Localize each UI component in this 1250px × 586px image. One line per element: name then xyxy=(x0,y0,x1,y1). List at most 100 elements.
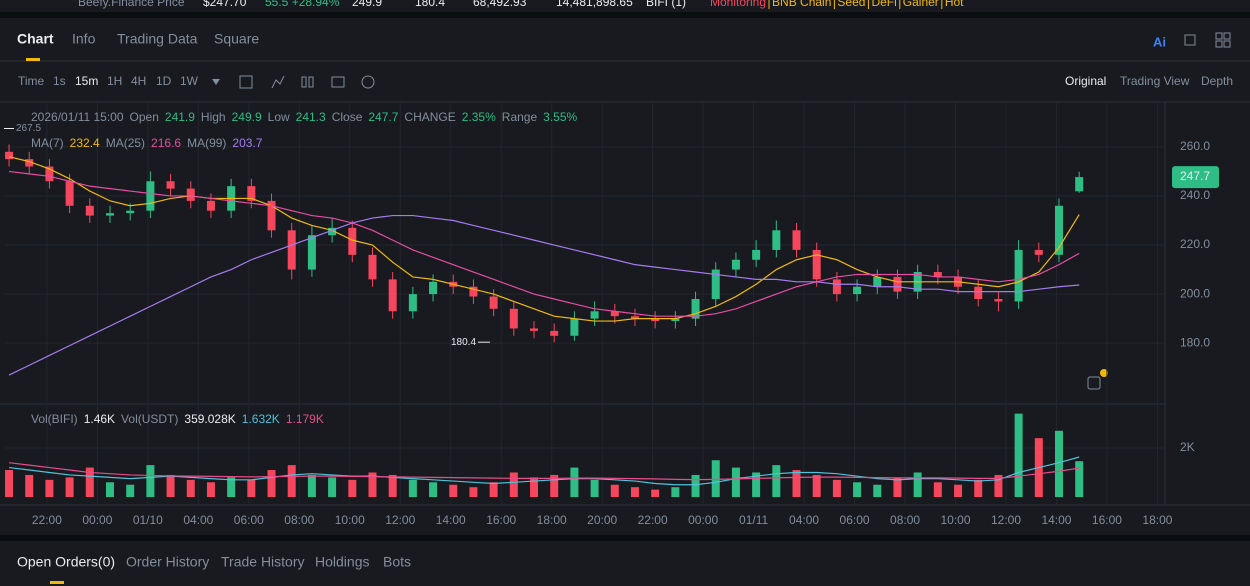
interval[interactable]: 15m xyxy=(75,74,98,88)
interval[interactable]: 1H xyxy=(107,74,122,88)
candle-body xyxy=(671,318,680,322)
interval[interactable]: 1D xyxy=(156,74,172,88)
volume-bar xyxy=(429,482,438,497)
ticker-tag[interactable]: BNB Chain xyxy=(772,0,831,9)
x-tick-label: 10:00 xyxy=(940,513,970,527)
legend-value: 241.3 xyxy=(296,110,326,124)
volume-bar xyxy=(853,482,862,497)
candle-body xyxy=(206,200,215,211)
view-option[interactable]: Original xyxy=(1065,74,1106,88)
candle-icon[interactable] xyxy=(308,76,314,88)
candle-body xyxy=(368,254,377,280)
candle-body xyxy=(772,230,781,250)
candle-body xyxy=(105,213,114,216)
expand-icon[interactable] xyxy=(1184,34,1196,46)
y-tick-label: 200.0 xyxy=(1180,286,1210,300)
settings-icon[interactable] xyxy=(331,76,345,88)
x-tick-label: 14:00 xyxy=(436,513,466,527)
layout-icon[interactable] xyxy=(1223,32,1231,40)
calendar-icon[interactable] xyxy=(239,75,253,89)
ticker-low: 180.4 xyxy=(415,0,445,9)
volume-bar xyxy=(287,465,296,497)
ticker-vol: 14,481,898.65 xyxy=(556,0,633,9)
candle-icon[interactable] xyxy=(301,76,307,88)
ticker-tag[interactable]: DeFi xyxy=(871,0,896,9)
x-tick-label: 01/10 xyxy=(133,513,163,527)
orders-tab[interactable]: Holdings xyxy=(315,554,369,570)
orders-tab[interactable]: Open Orders(0) xyxy=(17,554,115,570)
candle-body xyxy=(893,276,902,292)
volume-bar xyxy=(873,484,882,497)
interval[interactable]: 1s xyxy=(53,74,66,88)
tab[interactable]: Trading Data xyxy=(117,31,198,47)
legend-label: Vol(BIFI) xyxy=(31,412,78,426)
x-tick-label: 22:00 xyxy=(32,513,62,527)
candle-body xyxy=(853,286,862,295)
ai-button[interactable]: Ai xyxy=(1153,34,1166,49)
x-tick-label: 01/11 xyxy=(739,513,768,527)
candle-body xyxy=(186,188,195,201)
interval[interactable]: 4H xyxy=(131,74,146,88)
volume-bar xyxy=(812,474,821,497)
indicator-icon[interactable] xyxy=(271,75,285,89)
legend-value: 359.028K xyxy=(184,412,235,426)
legend-value: 1.179K xyxy=(286,412,324,426)
x-tick-label: 00:00 xyxy=(688,513,718,527)
volume-bar xyxy=(227,477,236,497)
volume-bar xyxy=(691,474,700,497)
view-option[interactable]: Trading View xyxy=(1120,74,1190,88)
ticker-pair: BIFI (1) xyxy=(646,0,686,9)
tab-underline xyxy=(50,581,64,584)
orders-tab[interactable]: Trade History xyxy=(221,554,305,570)
volume-bar xyxy=(469,487,478,497)
legend-label: Range xyxy=(502,110,538,124)
candle-body xyxy=(711,269,720,299)
orders-tab[interactable]: Order History xyxy=(126,554,209,570)
ticker-bar xyxy=(0,0,1250,12)
candle-body xyxy=(388,279,397,312)
legend-value: 203.7 xyxy=(232,136,262,150)
volume-bar xyxy=(933,482,942,497)
interval[interactable]: 1W xyxy=(180,74,199,88)
legend-value: 247.7 xyxy=(368,110,398,124)
tab[interactable]: Chart xyxy=(17,31,54,47)
orders-tab[interactable]: Bots xyxy=(383,554,411,570)
volume-bar xyxy=(509,472,518,497)
candle-body xyxy=(287,230,296,270)
tab[interactable]: Info xyxy=(72,31,96,47)
volume-bar xyxy=(893,477,902,497)
candle-body xyxy=(509,308,518,329)
target-icon[interactable] xyxy=(361,75,375,89)
low-marker: 180.4 xyxy=(451,337,476,348)
candle-body xyxy=(429,281,438,295)
legend-value: 232.4 xyxy=(70,136,100,150)
x-tick-label: 16:00 xyxy=(1092,513,1122,527)
candle-body xyxy=(812,249,821,280)
ticker-tag[interactable]: Seed xyxy=(837,0,865,9)
volume-bar xyxy=(307,474,316,497)
ticker-tag[interactable]: Hot xyxy=(945,0,964,9)
ticker-tag[interactable]: Gainer xyxy=(903,0,939,9)
volume-bar xyxy=(25,474,34,497)
legend-value: 2.35% xyxy=(462,110,496,124)
candle-body xyxy=(1014,249,1023,302)
volume-bar xyxy=(1075,461,1084,497)
volume-bar xyxy=(328,477,337,497)
ticker-tag[interactable]: Monitoring xyxy=(710,0,766,9)
layout-icon[interactable] xyxy=(1215,40,1223,48)
view-option[interactable]: Depth xyxy=(1201,74,1233,88)
x-tick-label: 16:00 xyxy=(486,513,516,527)
x-tick-label: 18:00 xyxy=(537,513,567,527)
legend-value: 1.46K xyxy=(84,412,115,426)
note-icon[interactable] xyxy=(1087,376,1101,390)
legend-value: 216.6 xyxy=(151,136,181,150)
volume-bar xyxy=(913,472,922,497)
candle-body xyxy=(146,181,155,211)
legend-label: Vol(USDT) xyxy=(121,412,178,426)
layout-icon[interactable] xyxy=(1223,40,1231,48)
layout-icon[interactable] xyxy=(1215,32,1223,40)
volume-bar xyxy=(206,482,215,497)
tab[interactable]: Square xyxy=(214,31,259,47)
ma-line xyxy=(8,170,1080,317)
